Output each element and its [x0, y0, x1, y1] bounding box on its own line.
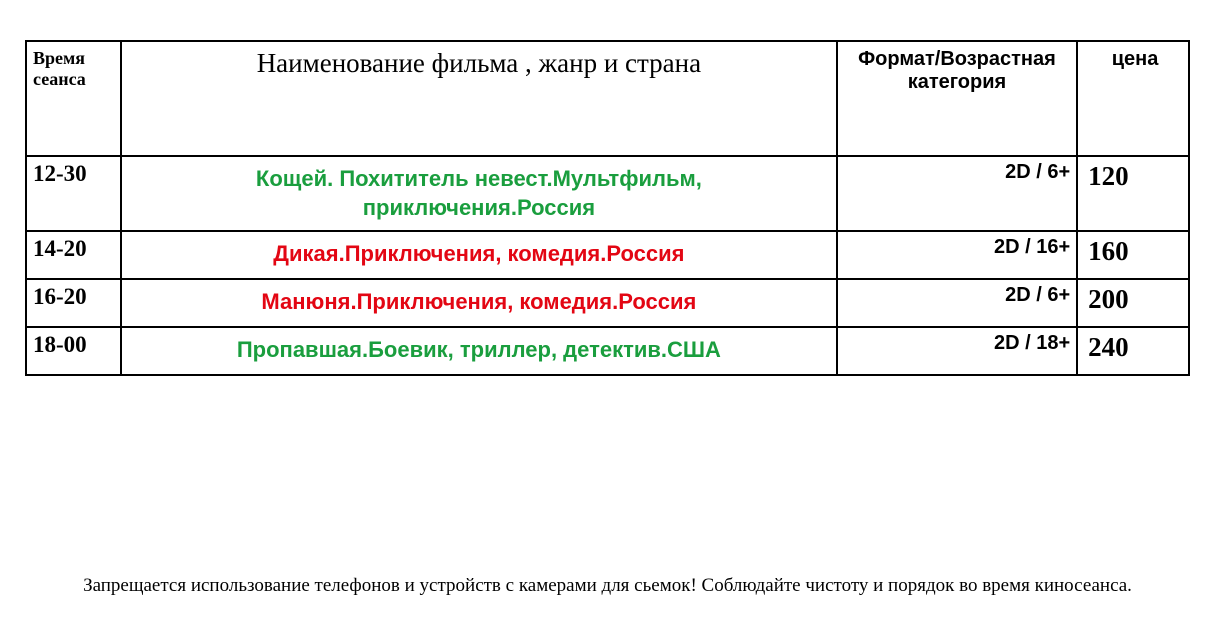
schedule-table: Время сеанса Наименование фильма , жанр …	[25, 40, 1190, 376]
table-row: 14-20Дикая.Приключения, комедия.Россия2D…	[26, 231, 1189, 279]
cell-format: 2D / 6+	[837, 156, 1077, 231]
footer-notice: Запрещается использование телефонов и ус…	[30, 573, 1185, 599]
schedule-body: 12-30Кощей. Похититель невест.Мультфильм…	[26, 156, 1189, 375]
cell-time: 14-20	[26, 231, 121, 279]
cell-price: 120	[1077, 156, 1189, 231]
movie-title-text: Манюня.Приключения, комедия.Россия	[128, 284, 830, 321]
header-format: Формат/Возрастная категория	[837, 41, 1077, 156]
cell-format: 2D / 18+	[837, 327, 1077, 375]
cell-time: 16-20	[26, 279, 121, 327]
table-row: 12-30Кощей. Похититель невест.Мультфильм…	[26, 156, 1189, 231]
cell-price: 240	[1077, 327, 1189, 375]
movie-title-text: Пропавшая.Боевик, триллер, детектив.США	[128, 332, 830, 369]
table-row: 18-00Пропавшая.Боевик, триллер, детектив…	[26, 327, 1189, 375]
table-row: 16-20Манюня.Приключения, комедия.Россия2…	[26, 279, 1189, 327]
cell-title: Кощей. Похититель невест.Мультфильм, при…	[121, 156, 837, 231]
header-price: цена	[1077, 41, 1189, 156]
movie-title-text: Дикая.Приключения, комедия.Россия	[128, 236, 830, 273]
cell-price: 160	[1077, 231, 1189, 279]
cell-title: Пропавшая.Боевик, триллер, детектив.США	[121, 327, 837, 375]
cell-price: 200	[1077, 279, 1189, 327]
header-title: Наименование фильма , жанр и страна	[121, 41, 837, 156]
header-row: Время сеанса Наименование фильма , жанр …	[26, 41, 1189, 156]
cell-format: 2D / 6+	[837, 279, 1077, 327]
movie-title-text: Кощей. Похититель невест.Мультфильм, при…	[128, 161, 830, 226]
cell-title: Манюня.Приключения, комедия.Россия	[121, 279, 837, 327]
cell-time: 12-30	[26, 156, 121, 231]
cell-time: 18-00	[26, 327, 121, 375]
header-time: Время сеанса	[26, 41, 121, 156]
cell-title: Дикая.Приключения, комедия.Россия	[121, 231, 837, 279]
cell-format: 2D / 16+	[837, 231, 1077, 279]
